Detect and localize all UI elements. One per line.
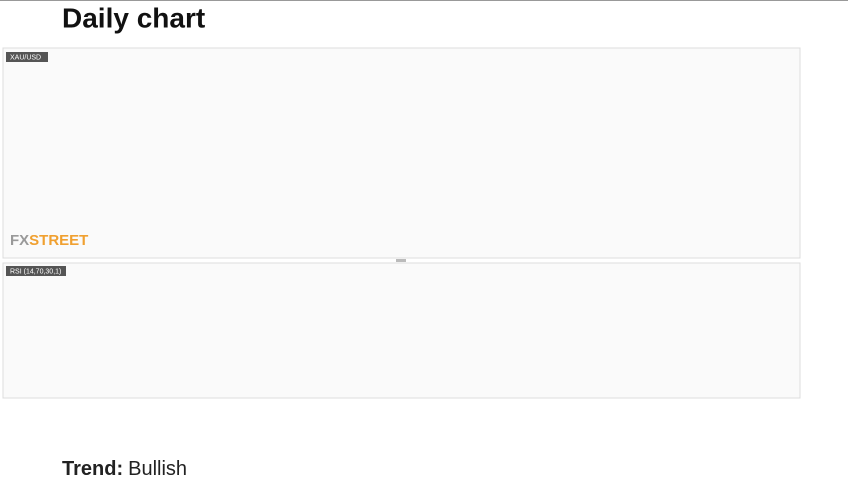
symbol-label: XAU/USD bbox=[10, 54, 41, 61]
rsi-label-box bbox=[6, 266, 66, 276]
trend-label: Trend: bbox=[62, 458, 123, 480]
rsi-label: RSI (14,70,30,1) bbox=[10, 268, 61, 275]
watermark: FXSTREET bbox=[10, 232, 88, 249]
panel-handle bbox=[396, 259, 406, 262]
price-panel bbox=[2, 47, 801, 259]
rsi-panel bbox=[2, 262, 801, 399]
symbol-box bbox=[6, 52, 48, 62]
trend-value: Bullish bbox=[128, 458, 187, 480]
page-title: Daily chart bbox=[62, 2, 205, 33]
watermark-left: FX bbox=[10, 232, 29, 249]
trend-line: Trend: Bullish bbox=[62, 458, 187, 480]
watermark-right: STREET bbox=[29, 232, 88, 249]
